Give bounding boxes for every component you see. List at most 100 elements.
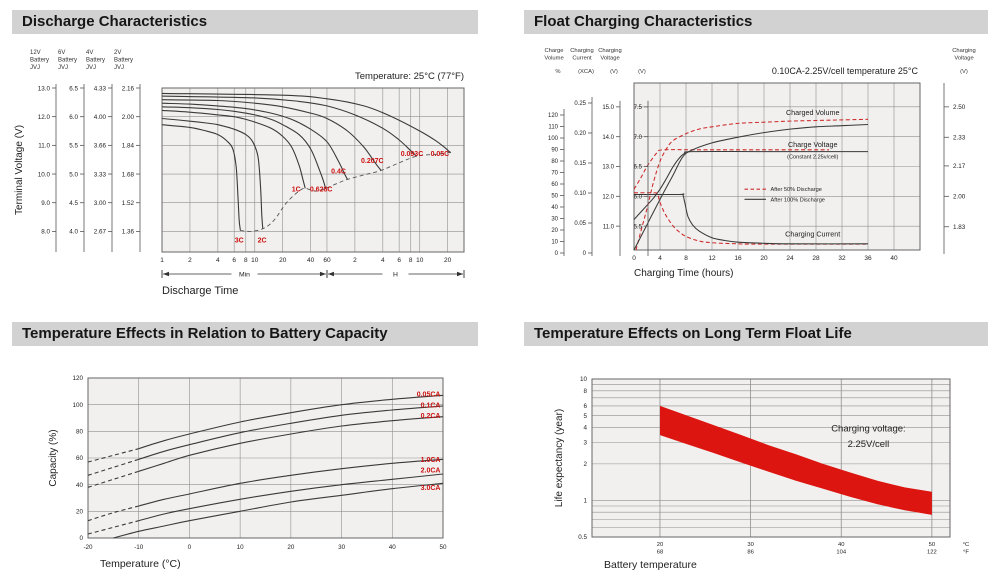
svg-text:Charging Time (hours): Charging Time (hours)	[634, 268, 733, 279]
svg-text:Charged Volume: Charged Volume	[786, 108, 840, 117]
svg-text:(V): (V)	[638, 69, 646, 75]
svg-text:30: 30	[338, 544, 346, 551]
section-title: Float Charging Characteristics	[534, 13, 753, 30]
svg-text:40: 40	[838, 542, 844, 548]
svg-text:JVJ: JVJ	[58, 65, 68, 71]
svg-text:Charging Current: Charging Current	[785, 229, 840, 238]
svg-text:40: 40	[389, 544, 397, 551]
svg-text:2.00: 2.00	[122, 114, 135, 121]
svg-text:7.5: 7.5	[634, 105, 643, 111]
svg-text:0.093C: 0.093C	[401, 151, 424, 158]
svg-text:80: 80	[551, 159, 558, 165]
svg-text:6: 6	[583, 403, 587, 410]
svg-text:50: 50	[551, 194, 558, 200]
svg-text:12.0: 12.0	[38, 114, 51, 121]
svg-text:6.5: 6.5	[69, 85, 78, 92]
svg-text:2.25V/cell: 2.25V/cell	[848, 439, 890, 450]
svg-text:4.33: 4.33	[94, 85, 107, 92]
svg-text:0: 0	[555, 251, 559, 257]
svg-text:3.0CA: 3.0CA	[421, 485, 441, 492]
svg-text:4: 4	[381, 257, 385, 264]
svg-text:2: 2	[188, 257, 192, 264]
svg-text:12V: 12V	[30, 50, 41, 56]
svg-text:4: 4	[658, 255, 662, 262]
svg-text:Temperature: 25°C (77°F): Temperature: 25°C (77°F)	[355, 71, 464, 82]
svg-text:11.0: 11.0	[603, 224, 615, 230]
svg-text:50: 50	[929, 542, 935, 548]
svg-text:20: 20	[444, 257, 452, 264]
svg-text:Discharge Time: Discharge Time	[162, 285, 238, 297]
svg-text:0.10: 0.10	[574, 191, 586, 197]
section-float-life: Temperature Effects on Long Term Float L…	[524, 322, 988, 576]
svg-text:8: 8	[583, 388, 587, 395]
svg-text:1.0CA: 1.0CA	[421, 457, 441, 464]
svg-text:7.0: 7.0	[634, 135, 643, 141]
svg-text:0: 0	[583, 251, 587, 257]
svg-text:Charging: Charging	[570, 48, 594, 54]
svg-text:36: 36	[864, 255, 872, 262]
svg-text:20: 20	[76, 509, 84, 516]
section-title: Discharge Characteristics	[22, 13, 208, 30]
svg-text:13.0: 13.0	[38, 85, 51, 92]
svg-text:1: 1	[160, 257, 164, 264]
svg-text:15.0: 15.0	[602, 105, 614, 111]
svg-text:0.1CA: 0.1CA	[421, 402, 441, 409]
svg-text:0.20: 0.20	[574, 131, 586, 137]
svg-text:20: 20	[551, 228, 558, 234]
svg-text:4V: 4V	[86, 50, 93, 56]
svg-text:8.0: 8.0	[41, 229, 50, 236]
float-life-chart: 1086543210.5206830864010450122°C°FChargi…	[554, 376, 969, 571]
svg-text:Charge: Charge	[544, 48, 563, 54]
svg-text:0: 0	[79, 535, 83, 542]
svg-text:16: 16	[734, 255, 742, 262]
svg-text:-10: -10	[134, 544, 144, 551]
svg-text:2.67: 2.67	[94, 229, 107, 236]
svg-text:4: 4	[216, 257, 220, 264]
svg-text:11.0: 11.0	[38, 143, 50, 150]
svg-text:0.05CA: 0.05CA	[417, 392, 441, 399]
svg-text:Life expectancy (year): Life expectancy (year)	[554, 409, 565, 507]
svg-text:Battery temperature: Battery temperature	[604, 559, 697, 571]
svg-text:60: 60	[76, 455, 84, 462]
svg-text:3.66: 3.66	[94, 143, 107, 150]
svg-text:1.36: 1.36	[122, 229, 135, 236]
float-charging-characteristics-chart: 0 4 8 12 16 20 24 28 32 36 40 Charged Volume Charge …	[544, 48, 975, 279]
svg-text:%: %	[555, 69, 560, 75]
svg-text:1C: 1C	[292, 187, 301, 194]
svg-text:3.00: 3.00	[94, 200, 107, 207]
svg-text:4.5: 4.5	[69, 200, 78, 207]
svg-text:40: 40	[307, 257, 315, 264]
svg-text:80: 80	[76, 429, 84, 436]
section-header-discharge: Discharge Characteristics	[12, 10, 478, 34]
svg-text:40: 40	[76, 482, 84, 489]
svg-text:0.15: 0.15	[574, 161, 586, 167]
svg-text:(V): (V)	[610, 69, 618, 75]
svg-text:0.10CA-2.25V/cell temperature: 0.10CA-2.25V/cell temperature 25°C	[772, 66, 919, 76]
svg-text:Terminal Voltage (V): Terminal Voltage (V)	[14, 125, 25, 215]
svg-text:Charge Voltage: Charge Voltage	[788, 140, 838, 149]
svg-text:H: H	[393, 272, 398, 279]
svg-text:2C: 2C	[258, 238, 267, 245]
svg-text:JVJ: JVJ	[30, 65, 40, 71]
svg-text:70: 70	[551, 171, 558, 177]
svg-text:1.68: 1.68	[122, 171, 135, 178]
svg-text:10: 10	[551, 240, 558, 246]
svg-text:2V: 2V	[114, 50, 121, 56]
svg-text:1.52: 1.52	[122, 200, 135, 207]
svg-text:Battery: Battery	[58, 58, 77, 64]
svg-text:50: 50	[439, 544, 447, 551]
svg-text:68: 68	[657, 550, 663, 556]
svg-text:2.33: 2.33	[953, 134, 966, 141]
svg-text:120: 120	[72, 375, 83, 382]
svg-text:(V): (V)	[960, 69, 968, 75]
svg-text:20: 20	[760, 255, 768, 262]
svg-text:20: 20	[279, 257, 287, 264]
svg-text:110: 110	[548, 125, 558, 131]
svg-text:-20: -20	[83, 544, 93, 551]
svg-text:0.05: 0.05	[574, 221, 586, 227]
svg-text:28: 28	[812, 255, 820, 262]
svg-text:Capacity (%): Capacity (%)	[48, 429, 59, 486]
svg-text:10: 10	[251, 257, 259, 264]
svg-text:6: 6	[232, 257, 236, 264]
svg-text:2: 2	[353, 257, 357, 264]
